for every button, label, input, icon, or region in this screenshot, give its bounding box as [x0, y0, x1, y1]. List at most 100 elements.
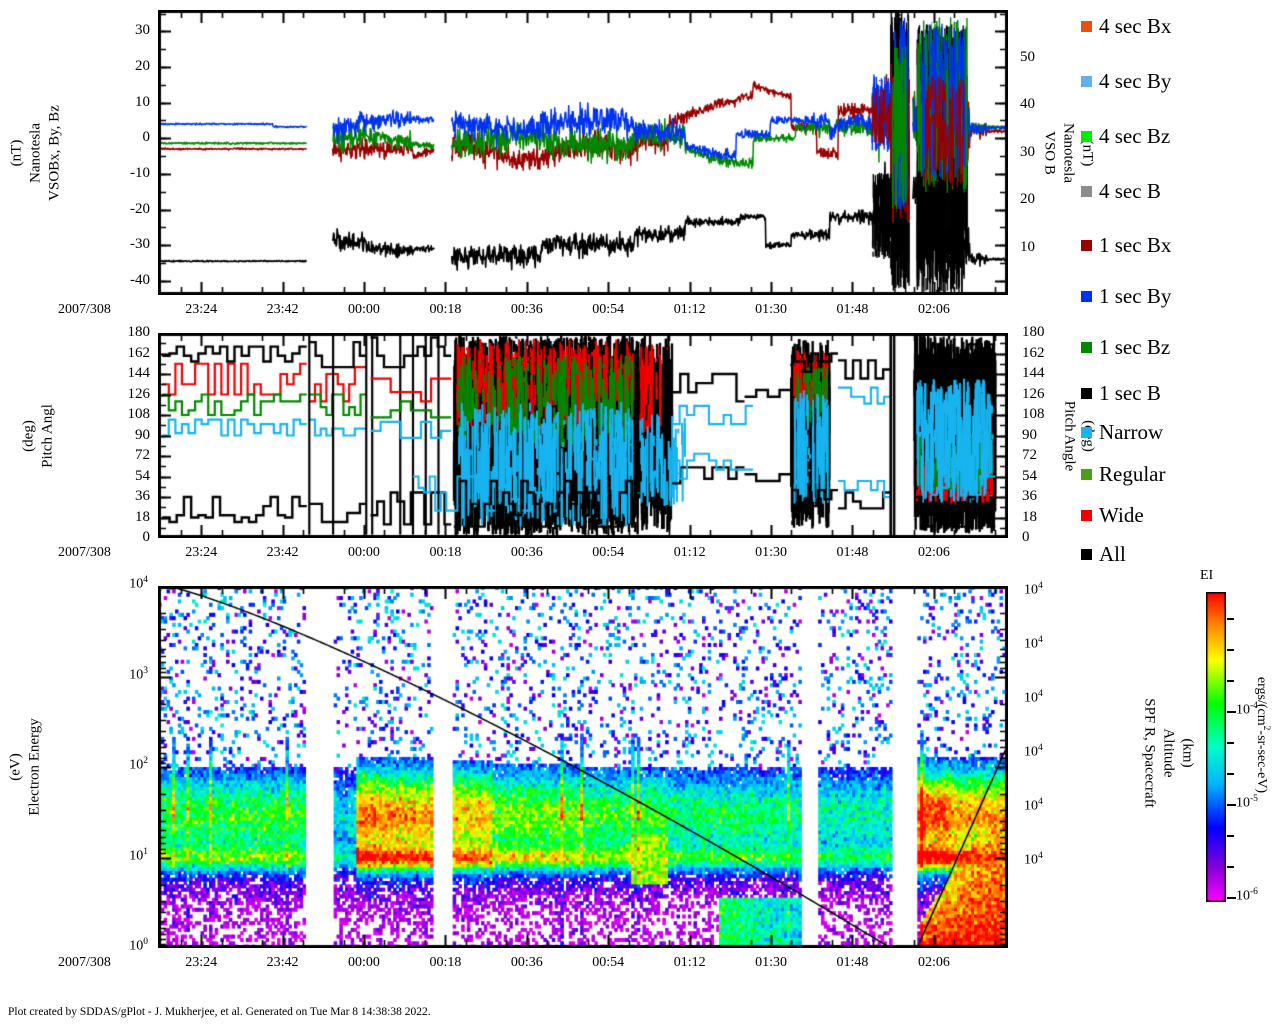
- time-tick-pitch-2: 00:00: [348, 545, 380, 560]
- legend-item-4-sec-by[interactable]: 4 sec By: [1081, 71, 1171, 92]
- spec-ytick-left-4: 100: [129, 937, 148, 954]
- time-tick-pitch-8: 01:48: [836, 545, 869, 560]
- pitch-ytick-right-10: 0: [1022, 529, 1030, 545]
- legend-label: All: [1099, 542, 1126, 566]
- colorbar-tickmark-9: [1227, 897, 1236, 900]
- pitch-ytick-right-8: 36: [1022, 488, 1037, 504]
- colorbar-tick-2: 10-6: [1236, 887, 1258, 904]
- legend-swatch-icon: [1081, 186, 1092, 197]
- time-tick-mag-5: 00:54: [592, 302, 625, 317]
- mag-ytick-left-4: -10: [130, 164, 150, 181]
- spec-ylabel-left-line-1: (eV): [7, 753, 23, 781]
- spec-ytick-left-0: 104: [129, 575, 148, 592]
- time-tick-mag-2: 00:00: [348, 302, 380, 317]
- pitch-ytick-left-0: 180: [127, 324, 151, 340]
- spec-ytick-right-2: 104: [1024, 688, 1043, 706]
- spec-ylabel-right-line-2: (km): [1179, 737, 1196, 768]
- legend-swatch-icon: [1081, 240, 1092, 251]
- legend-label: Narrow: [1099, 420, 1164, 444]
- pitch-ylabel-left-line-1: (deg): [20, 419, 36, 452]
- legend-label: 1 sec Bz: [1099, 335, 1171, 359]
- legend-label: 4 sec Bx: [1099, 14, 1172, 38]
- legend-item-all[interactable]: All: [1081, 544, 1126, 565]
- spec-ytick-right-4: 104: [1024, 796, 1043, 814]
- mag-ytick-right-0: 50: [1020, 48, 1035, 65]
- time-tick-spec-7: 01:30: [755, 955, 787, 970]
- colorbar-tick-0: 10-4: [1236, 701, 1258, 718]
- time-tick-mag-9: 02:06: [917, 302, 950, 317]
- legend-item-1-sec-by[interactable]: 1 sec By: [1081, 286, 1171, 307]
- spec-ytick-right-5: 104: [1024, 850, 1043, 868]
- pitch-ytick-right-6: 72: [1022, 447, 1037, 463]
- time-tick-pitch-5: 00:54: [592, 545, 625, 560]
- colorbar-tickmark-2: [1227, 680, 1234, 683]
- time-tick-mag-3: 00:18: [429, 302, 462, 317]
- mag-ytick-right-2: 30: [1020, 143, 1035, 160]
- pitch-ytick-left-5: 90: [135, 426, 150, 443]
- legend-item-regular[interactable]: Regular: [1081, 464, 1165, 485]
- mag-ylabel-left-line-0: VSOBx, By, Bz: [46, 104, 63, 201]
- legend-label: 4 sec Bz: [1099, 124, 1171, 148]
- legend-label: 1 sec By: [1099, 284, 1172, 308]
- legend-swatch-icon: [1081, 427, 1092, 438]
- mag-ylabel-right-line-1: Nanotesla: [1060, 122, 1077, 183]
- pitch-ytick-left-8: 36: [135, 488, 150, 504]
- pitch-ytick-right-3: 126: [1022, 385, 1045, 402]
- pitch-ylabel-left-line-0: Pitch Angl: [39, 403, 55, 468]
- legend-item-4-sec-bz[interactable]: 4 sec Bz: [1081, 126, 1170, 147]
- mag-ytick-left-2: 10: [135, 93, 150, 110]
- legend-item-1-sec-bx[interactable]: 1 sec Bx: [1081, 235, 1171, 256]
- colorbar-tickmark-6: [1227, 804, 1236, 807]
- pitch-ytick-right-1: 162: [1022, 344, 1045, 361]
- time-tick-pitch-0: 23:24: [185, 545, 218, 560]
- time-tick-spec-8: 01:48: [836, 955, 869, 970]
- mag-ytick-right-3: 20: [1020, 191, 1035, 207]
- legend-swatch-icon: [1081, 388, 1092, 399]
- legend-label: 4 sec B: [1099, 179, 1161, 203]
- mag-ylabel-left-line-2: (nT): [8, 139, 25, 166]
- pitch-ytick-left-1: 162: [127, 344, 151, 361]
- spec-ytick-right-3: 104: [1024, 742, 1043, 760]
- pitch-ytick-right-0: 180: [1022, 324, 1045, 340]
- time-tick-spec-3: 00:18: [429, 955, 462, 970]
- time-tick-mag-4: 00:36: [510, 302, 543, 317]
- legend-item-4-sec-bx[interactable]: 4 sec Bx: [1081, 16, 1171, 37]
- pitch-ytick-left-3: 126: [127, 385, 151, 402]
- legend-swatch-icon: [1081, 469, 1092, 480]
- time-tick-mag-7: 01:30: [755, 302, 787, 317]
- time-tick-pitch-1: 23:42: [266, 545, 299, 560]
- legend-label: 1 sec Bx: [1099, 233, 1172, 257]
- pitch-ytick-left-2: 144: [127, 365, 151, 381]
- time-tick-pitch-4: 00:36: [510, 545, 543, 560]
- legend-item-4-sec-b[interactable]: 4 sec B: [1081, 181, 1161, 202]
- legend-item-wide[interactable]: Wide: [1081, 505, 1144, 526]
- mag-ylabel-left-line-1: Nanotesla: [27, 122, 44, 183]
- time-date-label-pitch: 2007/308: [58, 545, 111, 560]
- time-tick-pitch-7: 01:30: [755, 545, 787, 560]
- legend-item-1-sec-b[interactable]: 1 sec B: [1081, 383, 1161, 404]
- colorbar-tickmark-8: [1227, 866, 1234, 869]
- time-tick-mag-1: 23:42: [266, 302, 299, 317]
- time-tick-mag-6: 01:12: [673, 302, 706, 317]
- time-tick-pitch-9: 02:06: [917, 545, 950, 560]
- colorbar-tickmark-7: [1227, 835, 1234, 838]
- pitch-ytick-left-4: 108: [127, 406, 151, 422]
- legend-item-narrow[interactable]: Narrow: [1081, 422, 1163, 443]
- pitch-ytick-left-9: 18: [135, 508, 150, 525]
- pitch-angle-panel: [158, 333, 1008, 538]
- mag-ytick-right-1: 40: [1020, 96, 1035, 112]
- colorbar-units-line-0: ergs/(cm2-sr-sec-eV): [1254, 676, 1271, 793]
- time-tick-spec-5: 00:54: [592, 955, 625, 970]
- time-tick-spec-9: 02:06: [917, 955, 950, 970]
- legend-label: Wide: [1099, 503, 1144, 527]
- legend-swatch-icon: [1081, 342, 1092, 353]
- pitch-ytick-left-6: 72: [135, 447, 150, 463]
- legend-item-1-sec-bz[interactable]: 1 sec Bz: [1081, 337, 1170, 358]
- pitch-ytick-left-7: 54: [135, 467, 150, 484]
- spec-ytick-right-1: 104: [1024, 634, 1043, 652]
- spec-ytick-left-1: 103: [129, 665, 148, 683]
- mag-ytick-left-1: 20: [135, 58, 150, 74]
- colorbar-tick-1: 10-5: [1236, 794, 1258, 811]
- mag-ylabel-right-line-0: VSO B: [1041, 130, 1058, 175]
